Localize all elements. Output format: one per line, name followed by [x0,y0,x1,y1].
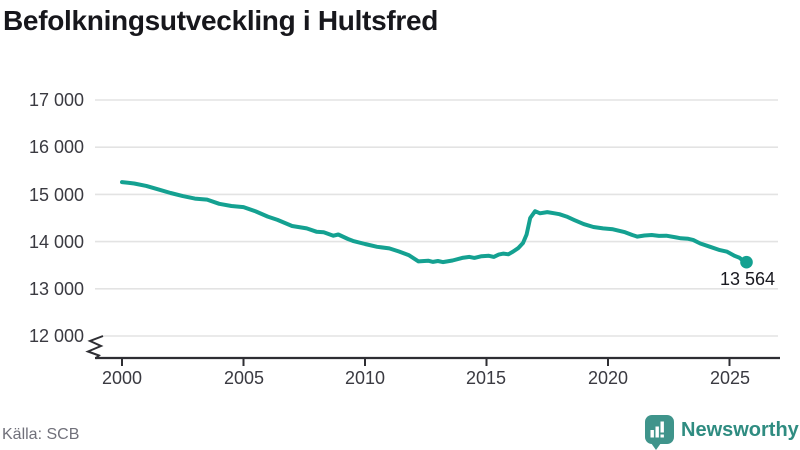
newsworthy-logo-icon[interactable] [645,415,674,450]
x-tick-label: 2015 [465,368,507,388]
source-note: Källa: SCB [2,426,80,443]
y-tick-label: 17 000 [28,90,84,110]
y-tick-label: 13 000 [28,279,84,299]
y-tick-label: 15 000 [28,185,84,205]
x-tick-label: 2005 [223,368,265,388]
logo-barchart-icon [650,421,664,438]
brand-name[interactable]: Newsworthy [681,419,799,441]
y-tick-label: 14 000 [28,232,84,252]
latest-value-label: 13 564 [719,269,775,289]
y-tick-label: 16 000 [28,137,84,157]
population-line [120,180,749,265]
y-tick-label: 12 000 [28,326,84,346]
x-tick-label: 2020 [587,368,629,388]
newsworthy-brand[interactable]: Newsworthy [645,415,799,450]
x-tick-label: 2025 [709,368,751,388]
last-point-marker [740,255,753,269]
axis-break-icon [85,335,104,360]
chart-title: Befolkningsutveckling i Hultsfred [3,5,439,36]
logo-bubble-tail [651,443,661,450]
x-tick-label: 2000 [101,368,143,388]
x-tick-label: 2010 [344,368,386,388]
